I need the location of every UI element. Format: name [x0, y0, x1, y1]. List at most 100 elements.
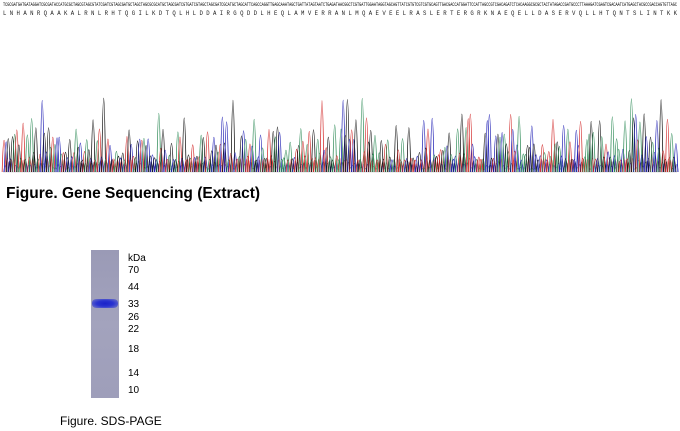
trace-peak-t: [228, 152, 234, 173]
trace-peak-t: [50, 136, 56, 173]
trace-peak-g: [10, 136, 15, 173]
trace-peak-c: [347, 138, 352, 173]
trace-peak-c: [8, 158, 13, 173]
trace-peak-c: [54, 137, 60, 173]
trace-peak-g: [90, 119, 96, 173]
sequencing-caption: Figure. Gene Sequencing (Extract): [6, 185, 261, 202]
trace-peak-c: [510, 129, 516, 173]
trace-peak-a: [590, 132, 596, 173]
trace-peak-t: [457, 152, 463, 173]
trace-peak-g: [143, 145, 149, 173]
trace-peak-a: [18, 158, 24, 173]
trace-peak-t: [268, 155, 274, 173]
trace-peak-t: [14, 129, 20, 173]
trace-peak-a: [304, 144, 310, 173]
trace-peak-t: [20, 122, 26, 173]
trace-peak-a: [156, 113, 162, 173]
trace-peak-c: [88, 158, 94, 173]
trace-peak-a: [622, 120, 628, 173]
trace-peak-c: [493, 135, 499, 173]
trace-peak-g: [101, 97, 106, 173]
trace-peak-a: [207, 159, 212, 173]
trace-peak-a: [650, 142, 655, 173]
trace-peak-a: [582, 156, 588, 173]
trace-peak-g: [181, 117, 187, 173]
trace-peak-a: [133, 157, 138, 173]
trace-background-peak: [289, 158, 293, 173]
trace-peak-t: [362, 151, 367, 173]
trace-peak-g: [342, 135, 348, 173]
trace-peak-a: [359, 98, 365, 173]
trace-peak-a: [372, 134, 378, 173]
trace-peak-t: [302, 155, 308, 173]
trace-peak-g: [186, 154, 191, 173]
ladder-mark-33: 33: [128, 299, 140, 310]
trace-peak-t: [131, 155, 136, 173]
trace-peak-g: [222, 142, 227, 173]
trace-peak-a: [376, 152, 382, 173]
trace-peak-t: [508, 114, 513, 173]
trace-peak-t: [92, 159, 98, 173]
trace-peak-g: [563, 158, 569, 173]
trace-peak-a: [629, 98, 634, 173]
sds-page-caption: Figure. SDS-PAGE: [60, 414, 162, 428]
trace-peak-a: [385, 139, 390, 173]
trace-peak-t: [436, 154, 441, 173]
trace-peak-t: [61, 152, 66, 173]
trace-peak-g: [86, 149, 92, 173]
trace-peak-g: [489, 157, 494, 173]
trace-peak-g: [239, 135, 244, 173]
trace-peak-g: [569, 158, 575, 173]
trace-peak-a: [298, 128, 304, 173]
trace-peak-t: [105, 138, 111, 173]
trace-peak-t: [217, 144, 223, 173]
chromatogram-svg: TCGCGATGATGATAGGATCGCGATACCATGCGCTAGCGTA…: [1, 2, 679, 173]
gel-lane: [91, 250, 119, 398]
trace-peak-t: [124, 136, 130, 173]
trace-peak-g: [353, 119, 359, 173]
trace-peak-c: [652, 151, 658, 173]
trace-peak-t: [71, 152, 77, 173]
trace-peak-a: [336, 159, 342, 173]
trace-peak-t: [334, 155, 340, 173]
trace-peak-g: [410, 157, 416, 173]
trace-peak-a: [474, 159, 480, 173]
trace-peak-a: [52, 144, 58, 173]
trace-peak-c: [65, 157, 70, 173]
trace-peak-t: [364, 117, 369, 173]
trace-peak-g: [434, 156, 439, 173]
trace-peak-g: [588, 120, 594, 173]
trace-peak-g: [16, 144, 22, 173]
trace-peak-c: [574, 130, 579, 173]
trace-peak-c: [421, 119, 427, 173]
trace-peak-c: [571, 159, 577, 173]
trace-peak-g: [504, 143, 509, 173]
trace-background-peak: [476, 159, 480, 173]
trace-peak-t: [624, 158, 630, 173]
trace-peak-t: [245, 155, 251, 173]
trace-peak-a: [432, 154, 437, 173]
trace-peak-t: [408, 157, 414, 173]
trace-peak-g: [601, 156, 607, 173]
chromatogram-panel: TCGCGATGATGATAGGATCGCGATACCATGCGCTAGCGTA…: [0, 0, 680, 182]
trace-peak-a: [542, 152, 547, 173]
trace-peak-c: [351, 139, 357, 173]
trace-peak-a: [637, 121, 643, 173]
trace-peak-a: [237, 156, 242, 173]
trace-peak-t: [580, 157, 585, 173]
trace-peak-g: [381, 158, 386, 173]
trace-peak-g: [80, 159, 85, 173]
trace-peak-g: [135, 140, 140, 173]
trace-peak-g: [264, 157, 270, 173]
trace-peak-g: [230, 99, 236, 173]
ladder-mark-22: 22: [128, 324, 140, 335]
trace-peak-g: [648, 136, 653, 173]
trace-peak-t: [419, 159, 424, 173]
trace-peak-g: [554, 141, 560, 173]
trace-peak-c: [249, 145, 255, 173]
trace-peak-g: [459, 113, 465, 173]
trace-peak-a: [565, 129, 571, 173]
trace-peak-t: [247, 143, 253, 173]
trace-peak-c: [499, 132, 505, 173]
trace-peak-a: [251, 118, 257, 173]
